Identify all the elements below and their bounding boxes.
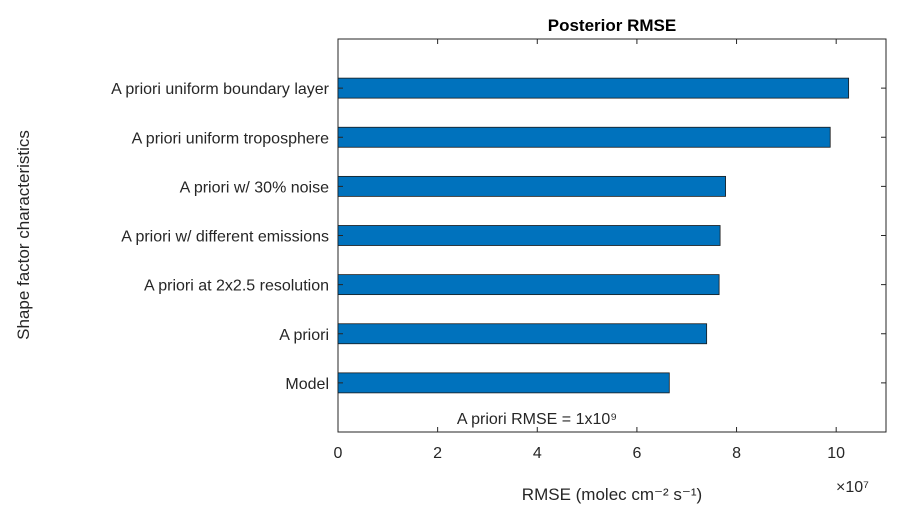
y-axis-ticks (338, 87, 886, 384)
bar-3 (337, 274, 720, 296)
x-axis-label: RMSE (molec cm⁻² s⁻¹) (522, 485, 702, 504)
x-tick-label: 0 (334, 445, 343, 462)
y-axis-label: Shape factor characteristics (14, 130, 33, 340)
category-label: A priori uniform boundary layer (111, 81, 330, 98)
bar-5 (337, 175, 726, 197)
chart-title: Posterior RMSE (548, 16, 676, 35)
x-tick-label: 8 (732, 445, 741, 462)
bars-group (337, 77, 850, 394)
x-tick-labels: 0 2 4 6 8 10 (334, 445, 846, 462)
x-tick-label: 10 (827, 445, 845, 462)
x-axis-ticks (337, 39, 837, 432)
bar-1 (337, 372, 670, 394)
category-label: A priori uniform troposphere (132, 130, 330, 147)
category-label: A priori at 2x2.5 resolution (144, 278, 329, 295)
bar-4 (337, 225, 721, 246)
annotation-text: A priori RMSE = 1x10⁹ (457, 411, 617, 428)
x-tick-label: 6 (632, 445, 641, 462)
category-labels: Model A priori A priori at 2x2.5 resolutio… (111, 81, 330, 393)
category-label: A priori (279, 327, 329, 344)
bar-7 (337, 77, 850, 99)
x-tick-label: 2 (433, 445, 442, 462)
bar-2 (337, 323, 708, 345)
bar-6 (337, 126, 831, 148)
x-tick-label: 4 (533, 445, 542, 462)
category-label: Model (285, 376, 329, 393)
x-axis-exponent: ×10⁷ (836, 479, 869, 496)
category-label: A priori w/ 30% noise (180, 179, 330, 196)
category-label: A priori w/ different emissions (121, 229, 329, 246)
